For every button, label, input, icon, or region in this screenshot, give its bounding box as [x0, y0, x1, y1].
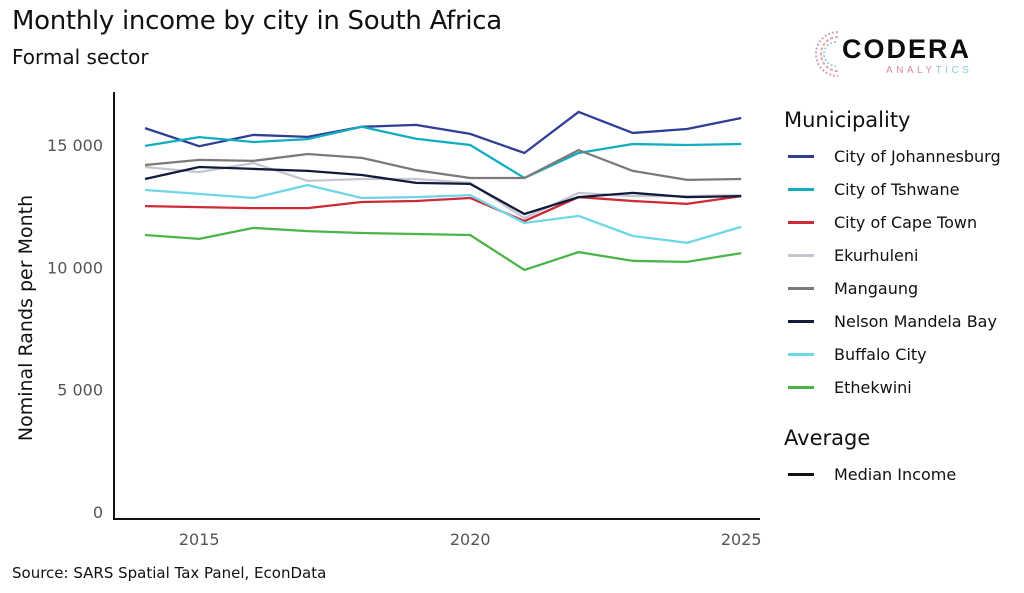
legend-swatch — [788, 254, 814, 257]
legend-label: City of Johannesburg — [834, 147, 1001, 166]
series-line-mangaung — [144, 148, 742, 182]
y-axis-label: Nominal Rands per Month — [15, 195, 37, 441]
legend-item: Nelson Mandela Bay — [784, 305, 1001, 338]
legend-swatch — [788, 473, 814, 476]
logo-tagline-part1: ANALY — [886, 65, 936, 76]
legend-item: City of Johannesburg — [784, 140, 1001, 173]
legend-label: City of Tshwane — [834, 180, 960, 199]
legend-swatch — [788, 353, 814, 356]
y-tick-label: 0 — [93, 503, 103, 522]
series-line-ekurhuleni — [144, 161, 742, 220]
chart-subtitle: Formal sector — [12, 45, 149, 69]
y-tick-labels: 0 5 000 10 000 15 000 — [47, 136, 103, 522]
legend-label: Ethekwini — [834, 378, 912, 397]
legend-swatch — [788, 221, 814, 224]
legend-items: City of Johannesburg City of Tshwane City … — [784, 140, 1001, 404]
y-tick-label: 15 000 — [47, 136, 103, 155]
logo-wordmark: CODERA — [842, 34, 972, 64]
x-tick-label: 2025 — [721, 530, 762, 549]
logo-tagline-part2: TICS — [935, 65, 973, 76]
legend-swatch — [788, 188, 814, 191]
legend-title-average: Average — [784, 426, 871, 450]
series-layer — [144, 110, 742, 272]
legend-item: Buffalo City — [784, 338, 1001, 371]
legend-label: Median Income — [834, 465, 957, 484]
x-tick-label: 2020 — [450, 530, 491, 549]
series-line-ethekwini — [144, 226, 742, 272]
legend-label: Ekurhuleni — [834, 246, 919, 265]
series-line-buffalo-city — [144, 183, 742, 244]
logo-tagline: ANALYTICS — [886, 65, 972, 76]
legend-swatch — [788, 386, 814, 389]
legend-item: Median Income — [784, 458, 1001, 491]
series-line-city-of-johannesburg — [144, 110, 742, 155]
legend-title-municipality: Municipality — [784, 108, 911, 132]
legend-label: City of Cape Town — [834, 213, 978, 232]
series-line-nelson-mandela-bay — [144, 165, 742, 216]
x-tick-labels: 2015 2020 2025 — [179, 530, 762, 549]
y-tick-label: 5 000 — [57, 381, 103, 400]
source-note: Source: SARS Spatial Tax Panel, EconData — [12, 564, 327, 582]
legend-item: City of Cape Town — [784, 206, 1001, 239]
legend-label: Buffalo City — [834, 345, 927, 364]
legend-swatch — [788, 320, 814, 323]
series-line-city-of-tshwane — [144, 125, 742, 180]
legend-average-items: Median Income — [784, 458, 1001, 491]
legend-swatch — [788, 155, 814, 158]
y-tick-label: 10 000 — [47, 258, 103, 277]
legend-item: Ekurhuleni — [784, 239, 1001, 272]
legend-swatch — [788, 287, 814, 290]
series-line-city-of-cape-town — [144, 194, 742, 223]
logo-mark-icon — [815, 31, 839, 77]
legend-item: City of Tshwane — [784, 173, 1001, 206]
chart-title: Monthly income by city in South Africa — [12, 6, 502, 36]
legend-item: Mangaung — [784, 272, 1001, 305]
legend-item: Ethekwini — [784, 371, 1001, 404]
legend-label: Mangaung — [834, 279, 919, 298]
legend-label: Nelson Mandela Bay — [834, 312, 997, 331]
legend: Municipality City of Johannesburg City of… — [784, 108, 1001, 491]
codera-logo: CODERA ANALYTICS — [808, 24, 978, 84]
x-tick-label: 2015 — [179, 530, 220, 549]
